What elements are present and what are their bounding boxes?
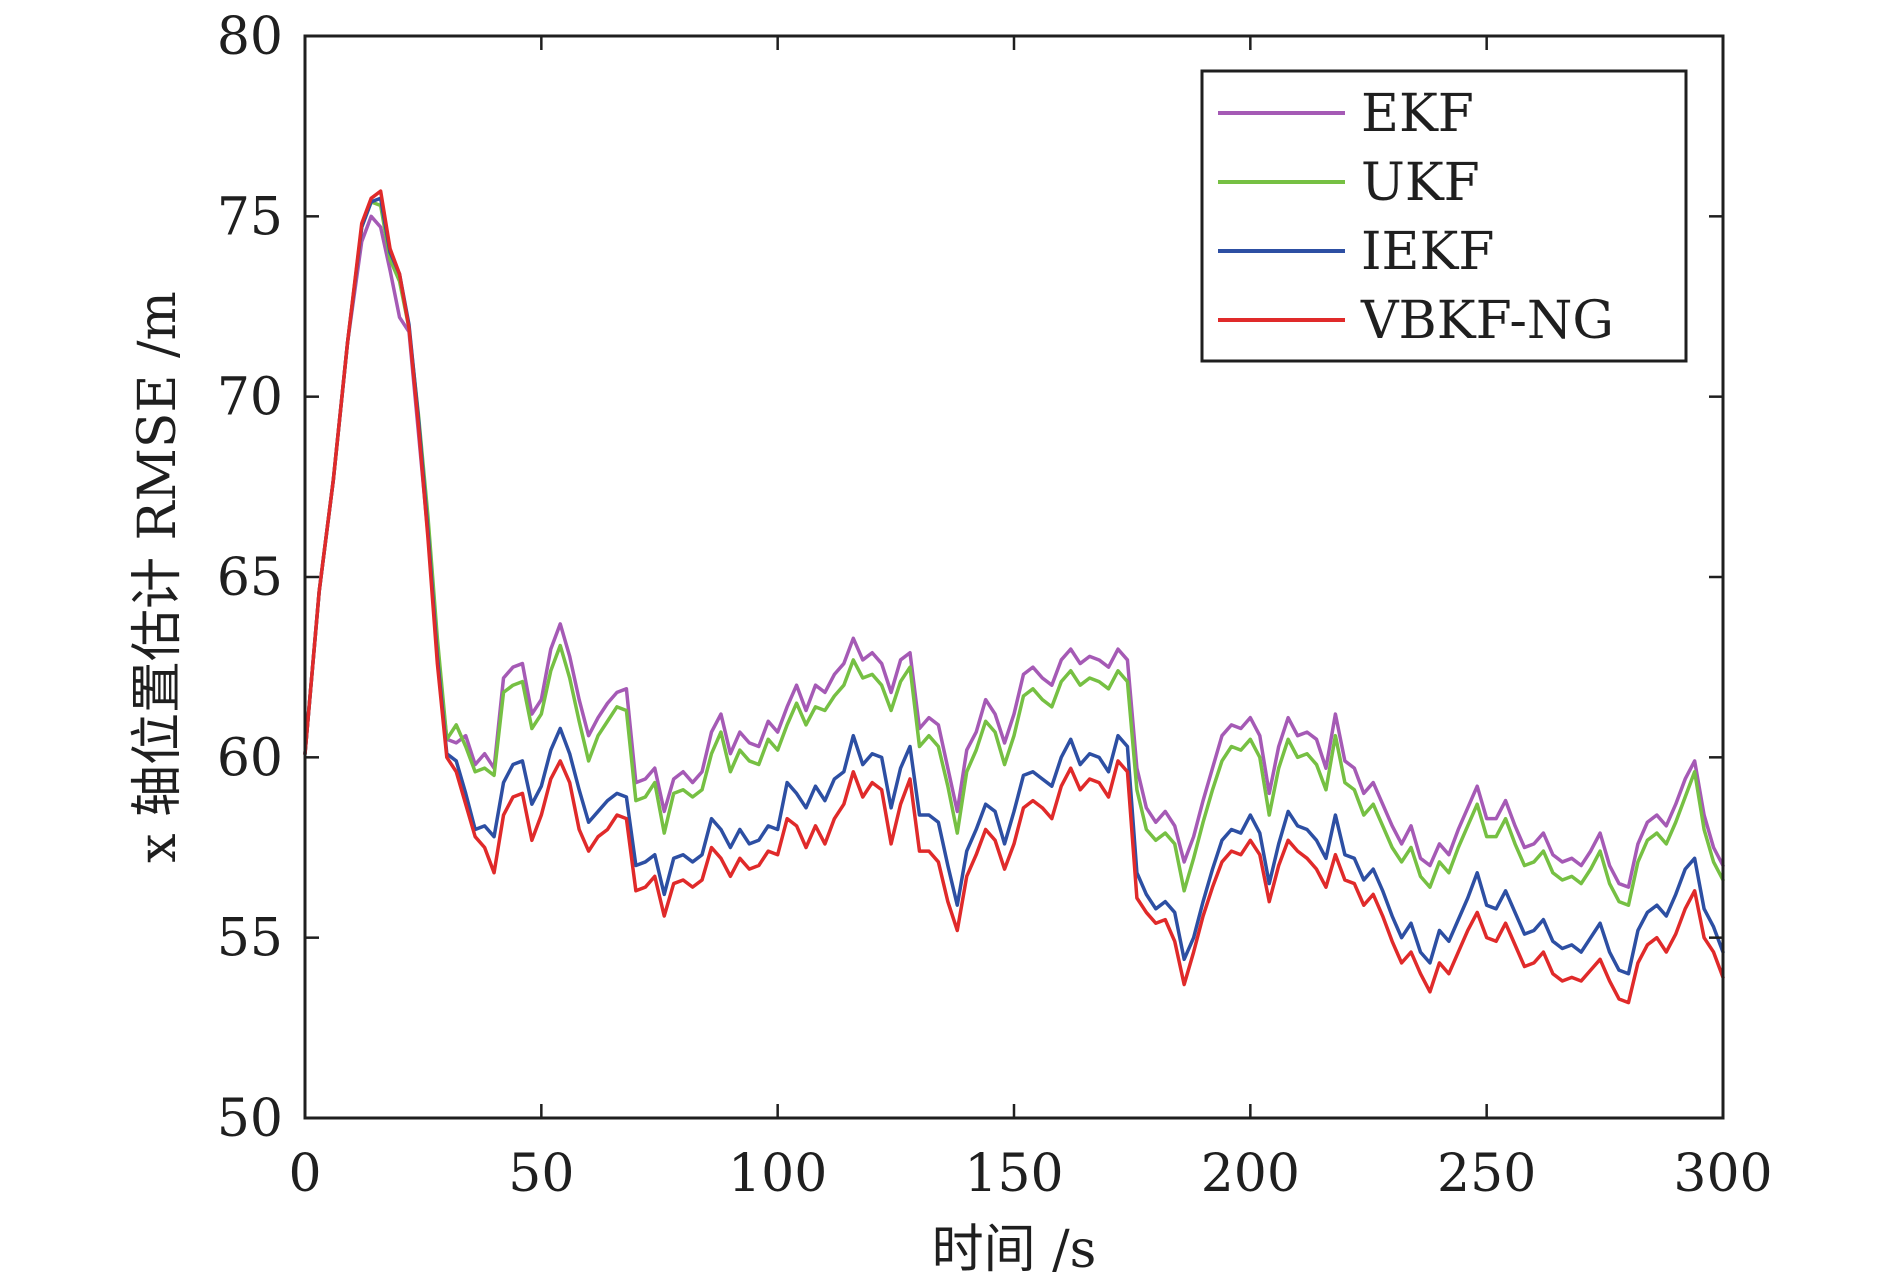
y-tick-label: 65 [217,548,283,608]
legend-box [1200,69,1688,363]
series-line-vbkf-ng [303,189,1725,1005]
x-tick-label: 0 [288,1144,321,1204]
y-tick-label: 50 [217,1089,283,1149]
y-tick-label: 80 [217,7,283,67]
x-tick-label: 100 [728,1144,827,1204]
legend-label-iekf: IEKF [1361,222,1494,282]
x-tick-label: 200 [1201,1144,1300,1204]
y-tick-label: 70 [217,368,283,428]
y-axis-title: x 轴位置估计 RMSE /m [128,291,188,863]
series-layer [303,189,1725,1005]
legend-label-vbkf-ng: VBKF-NG [1360,291,1614,351]
series-line-iekf [303,196,1725,976]
x-tick-label: 250 [1437,1144,1536,1204]
legend: EKF UKF IEKF VBKF-NG [1200,69,1688,363]
x-tick-label: 150 [964,1144,1063,1204]
y-tick-label: 75 [217,187,283,247]
y-tick-label: 60 [217,728,283,788]
x-tick-label: 50 [508,1144,574,1204]
y-tick-label: 55 [217,909,283,969]
series-line-ekf [303,214,1725,889]
legend-label-ekf: EKF [1361,84,1474,144]
x-axis-title: 时间 /s [932,1220,1097,1280]
axes-frame [303,34,1725,1120]
legend-label-ukf: UKF [1361,153,1480,213]
series-line-ukf [303,200,1725,907]
x-tick-label: 300 [1673,1144,1772,1204]
